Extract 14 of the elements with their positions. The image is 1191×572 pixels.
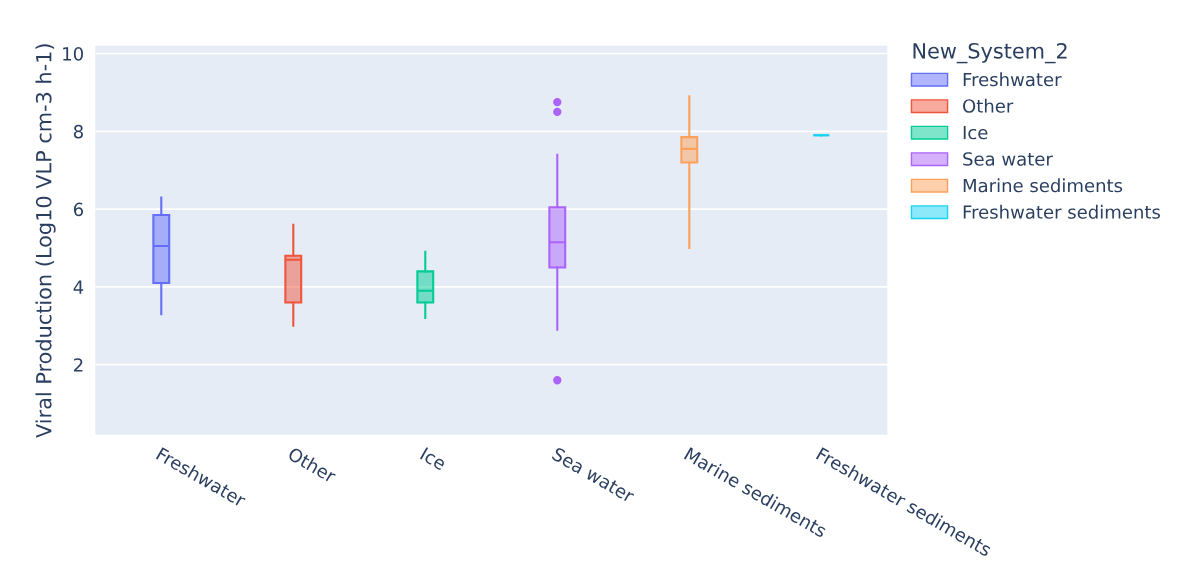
legend-title: New_System_2	[913, 42, 1067, 64]
y-tick-label: 8	[73, 124, 83, 139]
y-tick-label: 10	[63, 47, 83, 61]
legend-label: Freshwater	[963, 72, 1062, 87]
y-axis-title: Viral Production (Log10 VLP cm-3 h-1)	[35, 44, 56, 438]
y-tick-label: 2	[74, 358, 83, 372]
legend-label: Sea water	[963, 152, 1053, 166]
legend-label: Freshwater sediments	[963, 204, 1160, 219]
y-tick-label: 6	[73, 202, 84, 217]
legend-label: Ice	[963, 125, 988, 140]
x-tick-label: Ice	[419, 447, 448, 471]
y-tick-label: 4	[73, 280, 84, 294]
legend-label: Marine sediments	[963, 178, 1123, 193]
legend-label: Other	[963, 98, 1014, 113]
